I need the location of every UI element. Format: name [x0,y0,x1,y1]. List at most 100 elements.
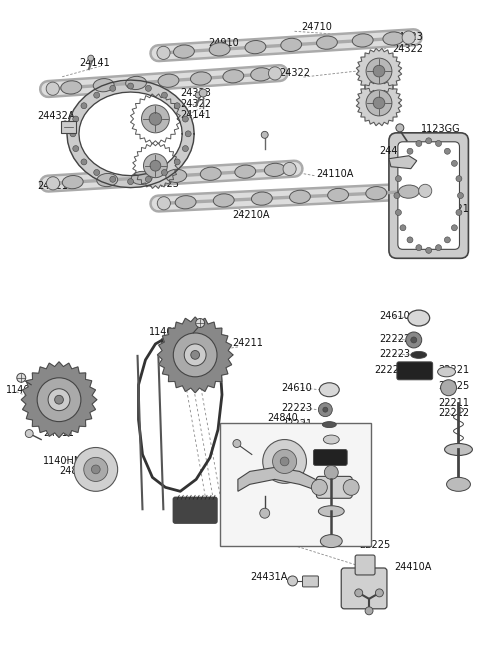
Circle shape [174,103,180,109]
Circle shape [400,225,406,231]
Text: 24610: 24610 [379,311,410,321]
Circle shape [373,97,385,109]
Ellipse shape [158,74,179,88]
Text: 1140HU: 1140HU [6,385,45,395]
Circle shape [84,457,108,482]
Circle shape [400,160,406,166]
Circle shape [25,430,33,438]
Circle shape [196,318,204,328]
Text: 1140HU: 1140HU [148,327,188,337]
Text: 24323: 24323 [148,179,180,188]
Circle shape [394,192,400,198]
Polygon shape [61,121,76,133]
Polygon shape [389,156,417,169]
Ellipse shape [352,34,373,47]
Text: 24322: 24322 [392,44,423,54]
Circle shape [182,146,188,152]
Circle shape [173,333,217,377]
Circle shape [435,244,442,250]
Circle shape [174,159,180,165]
Circle shape [451,160,457,166]
Circle shape [73,146,79,152]
Text: 24210A: 24210A [232,210,269,221]
Ellipse shape [319,383,339,397]
Text: 24610: 24610 [282,383,312,393]
Circle shape [128,179,133,185]
Text: 24710: 24710 [301,22,332,32]
Circle shape [444,237,450,243]
Text: 24110A: 24110A [316,169,354,179]
Circle shape [199,89,207,97]
Text: 1123GG: 1123GG [421,124,460,134]
Text: 24831: 24831 [244,506,275,516]
Circle shape [145,86,151,92]
Text: 24211: 24211 [43,428,74,438]
Ellipse shape [173,45,194,58]
Circle shape [161,92,168,98]
Ellipse shape [444,444,472,455]
Text: 22222: 22222 [282,432,313,443]
Circle shape [456,176,462,182]
Text: 22222: 22222 [379,334,410,344]
Ellipse shape [97,173,118,186]
Ellipse shape [438,367,456,377]
Ellipse shape [245,40,266,53]
Circle shape [355,589,363,597]
Circle shape [110,177,116,183]
Circle shape [94,169,100,175]
Circle shape [407,237,413,243]
Ellipse shape [281,38,301,51]
Polygon shape [131,94,180,144]
Ellipse shape [323,422,336,428]
Text: 24211: 24211 [232,338,263,348]
Polygon shape [157,317,233,393]
Circle shape [396,124,404,132]
Ellipse shape [398,185,420,198]
Circle shape [74,447,118,492]
Circle shape [396,176,401,182]
Ellipse shape [132,171,152,185]
Circle shape [81,103,87,109]
Circle shape [94,92,100,98]
Circle shape [343,479,359,496]
Text: 24432A: 24432A [37,111,75,121]
Text: 1129GG: 1129GG [228,434,267,445]
Circle shape [157,46,170,59]
Text: 22224B: 22224B [277,447,315,457]
Circle shape [426,138,432,144]
Text: 22223: 22223 [379,349,410,359]
FancyBboxPatch shape [397,362,432,380]
FancyBboxPatch shape [316,476,352,498]
Text: 24810: 24810 [59,467,90,476]
Text: 24321: 24321 [37,181,68,190]
Circle shape [268,67,282,80]
Circle shape [144,154,168,178]
Ellipse shape [289,190,311,204]
Circle shape [37,378,81,422]
Circle shape [457,192,464,198]
Text: 22225: 22225 [439,381,470,391]
Circle shape [110,86,116,92]
Text: 1140HM: 1140HM [43,457,84,467]
Circle shape [444,148,450,154]
Circle shape [280,457,289,466]
Circle shape [157,196,170,210]
Polygon shape [238,467,319,492]
Ellipse shape [328,188,348,202]
Circle shape [366,58,392,84]
Ellipse shape [62,175,83,188]
Text: 24323: 24323 [392,32,423,42]
Circle shape [323,407,328,412]
Text: 22212: 22212 [439,408,470,418]
Text: 22221: 22221 [282,418,313,428]
Circle shape [81,159,87,165]
FancyBboxPatch shape [220,422,371,546]
Ellipse shape [93,78,114,92]
Ellipse shape [209,43,230,56]
Circle shape [195,92,201,98]
Text: 24412A: 24412A [228,473,265,482]
Circle shape [441,380,456,395]
Circle shape [283,162,296,175]
Circle shape [407,148,413,154]
Circle shape [451,225,457,231]
